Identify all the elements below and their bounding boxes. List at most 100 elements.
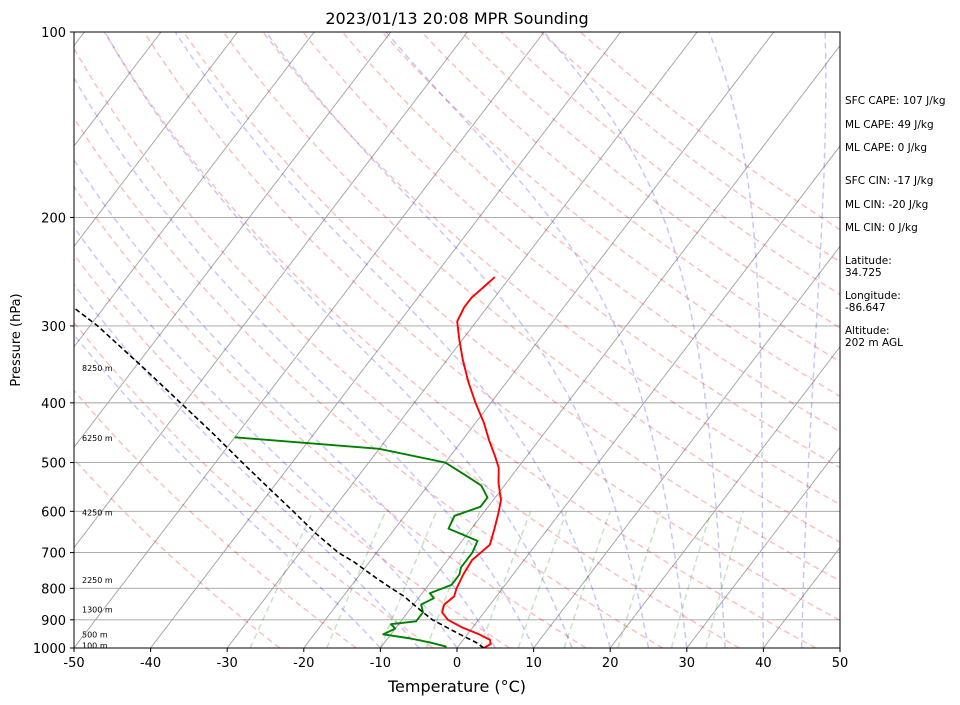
y-tick-label: 400 — [41, 397, 66, 412]
annotation-text: ML CAPE: 0 J/kg — [845, 142, 927, 154]
x-tick-label: -50 — [63, 656, 84, 671]
x-axis-label: Temperature (°C) — [387, 677, 526, 696]
dry-adiabat-line — [74, 185, 587, 648]
x-tick-label: -40 — [140, 656, 161, 671]
moist-adiabat-line — [74, 333, 381, 648]
mixing-ratio-line — [326, 511, 387, 648]
isotherm-line — [226, 32, 698, 648]
height-label: 6250 m — [82, 434, 113, 443]
annotation-text: SFC CIN: -17 J/kg — [845, 175, 933, 187]
dry-adiabat-line — [222, 32, 840, 544]
mixing-ratio-line — [479, 511, 532, 648]
x-axis-ticks: -50 -40 -30 -20 -10 0 10 20 30 40 50 — [63, 648, 848, 671]
isotherm-line — [74, 32, 162, 147]
x-tick-label: 10 — [525, 656, 542, 671]
isotherm-line — [533, 245, 840, 648]
moist-adiabat-line — [104, 32, 573, 648]
mixing-ratio-line — [249, 510, 314, 648]
moist-adiabat-line — [74, 76, 535, 648]
y-tick-label: 700 — [41, 547, 66, 562]
dry-adiabat-line — [74, 389, 357, 648]
moist-adiabat-line — [265, 32, 650, 648]
dry-adiabat-line — [460, 32, 840, 329]
dry-adiabat-line — [74, 116, 664, 648]
x-tick-label: 30 — [679, 656, 696, 671]
x-tick-label: -20 — [293, 656, 314, 671]
mixing-ratio-line — [379, 511, 438, 648]
mixing-ratio-line — [563, 511, 611, 648]
y-axis-ticks: 100 200 300 400 500 600 700 800 900 1000 — [33, 26, 74, 657]
dry-adiabat-line — [74, 253, 510, 648]
height-label: 4250 m — [82, 509, 113, 518]
dry-adiabat-line — [183, 32, 840, 582]
parcel-profile-line — [74, 306, 485, 648]
height-label: 500 m — [82, 630, 108, 639]
mixing-ratio-line — [670, 511, 712, 648]
moist-adiabat-line — [708, 32, 765, 648]
side-annotations: SFC CAPE: 107 J/kg ML CAPE: 49 J/kg ML CAP… — [845, 95, 946, 349]
mixing-ratio-line — [517, 511, 568, 648]
dry-adiabat-line — [302, 32, 840, 469]
isotherm-line — [74, 32, 315, 348]
annotation-text: ML CIN: -20 J/kg — [845, 199, 928, 211]
dry-adiabat-line — [421, 32, 840, 363]
y-tick-label: 600 — [41, 505, 66, 520]
annotation-text: ML CAPE: 49 J/kg — [845, 119, 934, 131]
height-labels: 100 m 500 m 1300 m 2250 m 4250 m 6250 m 8250 m — [82, 364, 113, 651]
isotherm-line — [686, 446, 840, 648]
dry-adiabat-line — [143, 32, 840, 622]
annotation-text: Latitude: — [845, 255, 892, 267]
dry-adiabat-line — [74, 458, 281, 648]
annotation-text: Longitude: — [845, 290, 901, 302]
moist-adiabat-line — [174, 32, 611, 648]
annotation-text: SFC CAPE: 107 J/kg — [845, 95, 946, 107]
annotation-text: 34.725 — [845, 267, 882, 279]
height-label: 100 m — [82, 642, 108, 651]
isotherm-line — [150, 32, 621, 648]
dewpoint-profile-line — [234, 436, 489, 648]
x-tick-label: -10 — [370, 656, 391, 671]
moist-adiabat-line — [800, 32, 827, 648]
y-tick-label: 1000 — [33, 642, 66, 657]
mixing-ratio-line — [425, 511, 481, 648]
mixing-ratio-line — [617, 511, 662, 648]
height-label: 2250 m — [82, 576, 113, 585]
y-axis-label: Pressure (hPa) — [9, 293, 24, 386]
moist-adiabat-line — [74, 283, 420, 648]
x-tick-label: 40 — [755, 656, 772, 671]
y-tick-label: 200 — [41, 211, 66, 226]
dry-adiabat-line — [74, 321, 434, 648]
dry-adiabat-line — [262, 32, 840, 506]
moist-adiabat-line — [385, 32, 688, 648]
y-tick-label: 800 — [41, 582, 66, 597]
mixing-ratio-line — [705, 511, 744, 648]
isotherm-line — [74, 32, 468, 549]
annotation-text: 202 m AGL — [845, 337, 903, 349]
annotation-text: Altitude: — [845, 325, 890, 337]
background-lines — [74, 32, 840, 648]
x-tick-label: 20 — [602, 656, 619, 671]
isotherm-line — [456, 145, 840, 648]
isotherm-line — [74, 32, 238, 248]
y-tick-label: 500 — [41, 457, 66, 472]
moist-adiabat-line — [74, 225, 458, 648]
dry-adiabat-line — [500, 32, 840, 296]
x-tick-label: 0 — [453, 656, 461, 671]
x-tick-label: 50 — [832, 656, 849, 671]
y-tick-label: 100 — [41, 26, 66, 41]
y-tick-label: 900 — [41, 614, 66, 629]
temperature-profile-line — [441, 276, 502, 648]
height-label: 1300 m — [82, 606, 113, 615]
isotherm-line — [74, 32, 545, 648]
moist-adiabat-line — [543, 32, 726, 648]
series-lines — [74, 276, 502, 648]
isotherm-line — [74, 32, 392, 448]
moist-adiabat-line — [74, 158, 496, 648]
chart-title: 2023/01/13 20:08 MPR Sounding — [325, 9, 588, 28]
isotherm-line — [380, 44, 840, 648]
isotherm-line — [609, 346, 840, 648]
annotation-text: -86.647 — [845, 302, 886, 314]
height-label: 8250 m — [82, 364, 113, 373]
